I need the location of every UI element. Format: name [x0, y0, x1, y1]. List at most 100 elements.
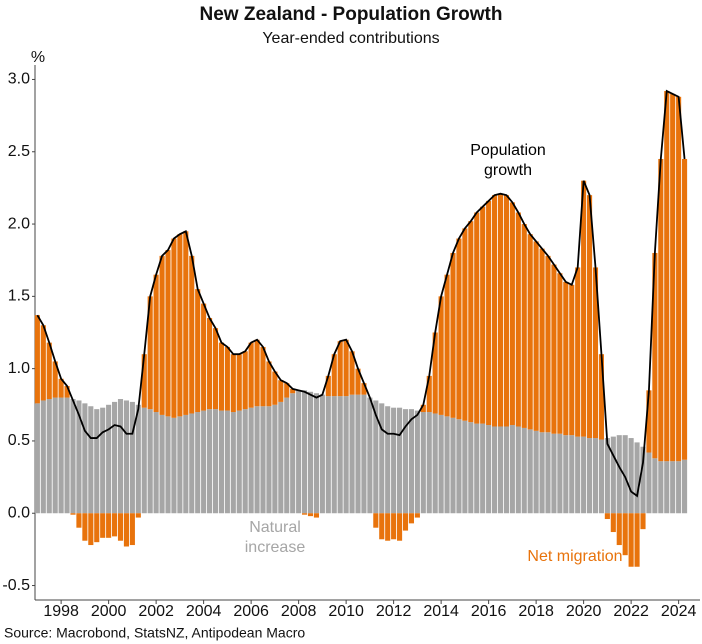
- bar: [195, 412, 201, 514]
- bar: [652, 458, 658, 514]
- bar: [177, 416, 183, 514]
- bar: [284, 397, 290, 514]
- bar: [141, 354, 147, 408]
- x-tick-label: 2012: [376, 603, 412, 620]
- bar: [426, 412, 432, 514]
- bar: [272, 404, 278, 514]
- x-tick-label: 2004: [186, 603, 222, 620]
- bar: [100, 407, 106, 514]
- bar: [634, 442, 640, 514]
- bar: [296, 390, 302, 514]
- bar: [563, 281, 569, 436]
- bar: [254, 406, 260, 514]
- bar: [598, 354, 604, 440]
- bar: [492, 195, 498, 427]
- bar: [171, 417, 177, 514]
- bar: [503, 195, 509, 427]
- bar: [664, 91, 670, 462]
- bar: [147, 409, 153, 514]
- line: [36, 89, 686, 498]
- bar: [450, 252, 456, 418]
- bar: [355, 394, 361, 514]
- bar: [462, 228, 468, 421]
- bar: [147, 296, 153, 410]
- bar: [254, 339, 260, 407]
- bar: [385, 513, 391, 541]
- bar: [486, 425, 492, 514]
- bar: [634, 513, 640, 567]
- bar: [456, 238, 462, 420]
- bar: [64, 386, 70, 398]
- y-tick-label: 2.0: [8, 215, 30, 232]
- x-tick-label: 2018: [518, 603, 554, 620]
- bar: [569, 284, 575, 436]
- bar: [468, 221, 474, 423]
- migration-annotation: Net migration: [527, 548, 623, 565]
- y-tick-label: 0.0: [8, 504, 30, 521]
- bar: [313, 513, 319, 518]
- bar: [171, 238, 177, 418]
- bar: [165, 416, 171, 514]
- bar: [533, 241, 539, 431]
- bar: [533, 430, 539, 514]
- bar: [616, 435, 622, 514]
- bar: [367, 397, 373, 514]
- bar: [592, 438, 599, 514]
- bar: [355, 368, 361, 395]
- bar: [391, 513, 397, 540]
- bar: [117, 399, 124, 514]
- bar: [129, 401, 135, 514]
- bar: [117, 513, 124, 541]
- line-annotation: Population growth: [470, 142, 546, 179]
- bar: [40, 400, 46, 514]
- bar: [646, 390, 652, 453]
- bar: [319, 394, 325, 514]
- x-tick-label: 2006: [233, 603, 269, 620]
- x-tick-label: 2010: [328, 603, 364, 620]
- chart-title: New Zealand - Population Growth: [200, 4, 503, 25]
- bar: [52, 361, 58, 398]
- bar: [46, 342, 52, 400]
- bar: [497, 193, 504, 427]
- bar: [153, 412, 159, 514]
- y-tick-label: -0.5: [2, 577, 30, 594]
- bar: [587, 438, 593, 514]
- bar: [272, 371, 278, 405]
- bar: [236, 354, 242, 411]
- bar: [592, 267, 599, 439]
- bar: [82, 403, 88, 514]
- bar: [218, 342, 224, 411]
- bar: [616, 513, 622, 546]
- bar: [112, 513, 118, 537]
- bar: [373, 400, 379, 514]
- bar: [331, 354, 337, 397]
- bar: [201, 410, 207, 514]
- x-tick-label: 2002: [138, 603, 174, 620]
- bar: [165, 250, 171, 417]
- bar: [260, 406, 266, 514]
- bar: [385, 406, 391, 514]
- bar: [402, 513, 409, 531]
- bar: [218, 410, 224, 514]
- bar: [497, 426, 504, 514]
- bar: [266, 406, 272, 514]
- bar: [224, 346, 230, 411]
- bar: [456, 419, 462, 514]
- bar: [563, 435, 569, 514]
- bar: [545, 432, 551, 514]
- bar: [527, 234, 533, 430]
- bar: [135, 404, 141, 514]
- bar: [201, 303, 207, 411]
- bar: [40, 325, 46, 401]
- bar: [408, 409, 414, 514]
- bar: [70, 513, 76, 515]
- bar: [628, 513, 634, 567]
- bar: [159, 414, 165, 514]
- bar: [106, 404, 112, 514]
- bar: [509, 202, 515, 426]
- bar: [397, 407, 403, 514]
- bar: [58, 397, 64, 514]
- bar: [212, 328, 219, 410]
- bar: [112, 401, 118, 514]
- bar: [52, 397, 58, 514]
